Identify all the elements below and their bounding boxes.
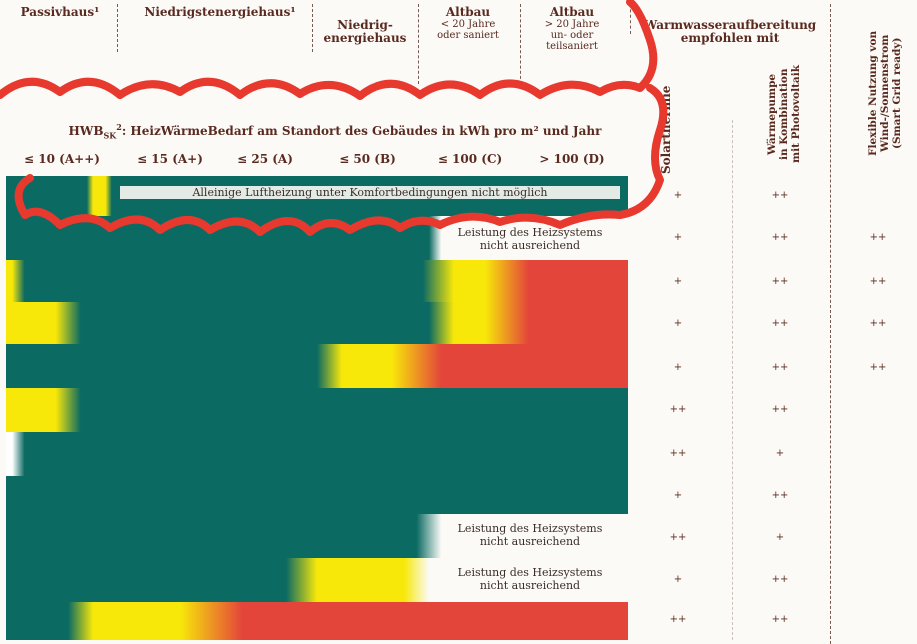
grid-note: Leistung des Heizsystems nicht ausreiche… (457, 226, 603, 252)
symbol: + (775, 532, 785, 543)
grid-row (6, 476, 628, 514)
symbol: ++ (869, 318, 887, 329)
symbol: ++ (771, 318, 789, 329)
grid-row (6, 302, 628, 344)
class-label: > 100 (D) (539, 152, 605, 166)
symbol: ++ (669, 532, 687, 543)
symbol: + (673, 318, 683, 329)
col-title: Niedrigstenergiehaus¹ (144, 5, 296, 19)
symbol: ++ (669, 614, 687, 625)
col-altbau-1: Altbau < 20 Jahre oder saniert (418, 5, 518, 42)
col-passivhaus: Passivhaus¹ (10, 6, 110, 19)
col-separator (630, 4, 631, 34)
symbol: + (673, 490, 683, 501)
symbol: ++ (771, 490, 789, 501)
symbol: ++ (869, 232, 887, 243)
grid-row (6, 388, 628, 432)
symbol: ++ (669, 404, 687, 415)
grid-row (6, 514, 628, 558)
col-niedrigstenergiehaus: Niedrigstenergiehaus¹ (130, 6, 310, 19)
hwb-title: HWBSK2: HeizWärmeBedarf am Standort des … (40, 122, 630, 140)
class-label: ≤ 10 (A++) (24, 152, 100, 166)
symbol: ++ (771, 574, 789, 585)
symbol: + (775, 448, 785, 459)
ww-header: Warmwasseraufbereitung empfohlen mit (630, 6, 830, 45)
symbol: ++ (869, 362, 887, 373)
symbol: + (673, 232, 683, 243)
col-separator (520, 4, 521, 84)
ww-header-text: Warmwasseraufbereitung empfohlen mit (643, 18, 817, 45)
hwb-rest: : HeizWärmeBedarf am Standort des Gebäud… (121, 124, 602, 138)
grid-note: Alleinige Luftheizung unter Komfortbedin… (120, 186, 620, 199)
col-altbau-2: Altbau > 20 Jahre un- oder teilsaniert (522, 5, 622, 53)
symbol: ++ (771, 276, 789, 287)
col-sub: > 20 Jahre un- oder teilsaniert (544, 19, 600, 52)
symbol: ++ (771, 190, 789, 201)
hwb-sub: SK (103, 130, 117, 141)
hwb-abbrev: HWB (68, 124, 104, 138)
class-label: ≤ 100 (C) (437, 152, 503, 166)
class-label: ≤ 25 (A) (237, 152, 293, 166)
grid-row (6, 260, 628, 302)
col-separator (830, 4, 831, 644)
grid-note: Leistung des Heizsystems nicht ausreiche… (457, 522, 603, 548)
col-separator (312, 4, 313, 52)
symbol: ++ (771, 404, 789, 415)
grid-row (6, 432, 628, 476)
symbol: ++ (869, 276, 887, 287)
symbol: + (673, 190, 683, 201)
hwb-sup: 2 (116, 122, 122, 132)
symbol: + (673, 574, 683, 585)
symbol: + (673, 362, 683, 373)
symbol: ++ (771, 232, 789, 243)
symbol: ++ (669, 448, 687, 459)
symbol: ++ (771, 614, 789, 625)
col-separator (732, 120, 733, 640)
red-marker-stroke (0, 0, 668, 236)
col-niedrigenergiehaus: Niedrig- energiehaus (320, 6, 410, 45)
col-title: Altbau (549, 5, 595, 19)
col-separator (117, 4, 118, 52)
grid-row (6, 344, 628, 388)
col-sub: < 20 Jahre oder saniert (437, 19, 499, 41)
col-title: Niedrig- energiehaus (323, 18, 407, 45)
grid-note: Leistung des Heizsystems nicht ausreiche… (457, 566, 603, 592)
col-title: Altbau (445, 5, 491, 19)
symbol: ++ (771, 362, 789, 373)
class-label: ≤ 15 (A+) (137, 152, 203, 166)
class-label: ≤ 50 (B) (339, 152, 396, 166)
symbol: + (673, 276, 683, 287)
col-separator (418, 4, 419, 84)
grid-row (6, 602, 628, 640)
col-title: Passivhaus¹ (20, 5, 100, 19)
grid-row (6, 558, 628, 602)
